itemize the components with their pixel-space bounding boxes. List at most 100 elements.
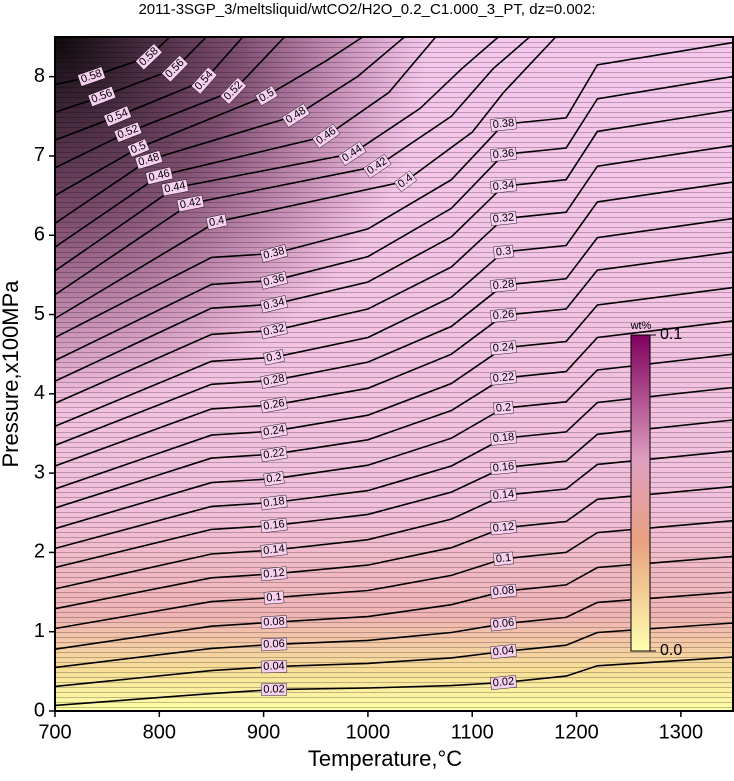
- label-box: [161, 179, 189, 197]
- label-box: [260, 321, 288, 340]
- contour-label: 0.28: [260, 371, 288, 389]
- contour-label-text: 0.12: [492, 521, 515, 535]
- label-box: [490, 116, 517, 132]
- contour-label-text: 0.34: [492, 179, 515, 193]
- contour-line: [55, 656, 733, 707]
- label-box: [176, 194, 205, 213]
- contour-label-text: 0.46: [147, 167, 171, 184]
- label-box: [493, 400, 514, 416]
- x-tick-label: 1300: [659, 721, 704, 743]
- fine-contours: [55, 37, 733, 711]
- contour-line: [55, 353, 733, 530]
- contour-line: [55, 37, 286, 169]
- contour-line: [55, 41, 733, 339]
- contour-label: 0.38: [490, 116, 517, 132]
- contour-label-text: 0.34: [262, 296, 286, 313]
- label-box: [490, 211, 517, 227]
- contour-label: 0.1: [493, 551, 514, 566]
- contour-label-text: 0.48: [137, 151, 161, 169]
- label-box: [490, 430, 517, 446]
- label-box: [260, 683, 288, 697]
- label-box: [260, 566, 288, 582]
- label-box: [260, 295, 288, 314]
- contour-label-text: 0.16: [492, 460, 515, 474]
- label-box: [338, 141, 367, 166]
- label-box: [490, 583, 517, 599]
- contour-line: [55, 286, 733, 490]
- contour-label: 0.38: [259, 244, 289, 263]
- contour-label-text: 0.32: [492, 211, 515, 225]
- x-tick-label: 1100: [451, 721, 494, 743]
- label-box: [260, 637, 288, 652]
- contour-line: [55, 622, 733, 688]
- contour-label-text: 0.5: [129, 139, 148, 156]
- contour-label: 0.42: [176, 194, 205, 213]
- contour-label-text: 0.26: [262, 397, 285, 413]
- contour-label: 0.06: [260, 637, 288, 652]
- label-box: [161, 55, 189, 83]
- contour-label-text: 0.24: [492, 341, 515, 355]
- label-box: [263, 590, 285, 605]
- contour-label-text: 0.24: [262, 423, 285, 438]
- contour-label: 0.22: [490, 370, 517, 386]
- label-box: [259, 271, 289, 290]
- contour-line: [55, 37, 499, 272]
- contour-label-text: 0.4: [208, 214, 225, 229]
- label-box: [490, 146, 517, 162]
- contour-label: 0.02: [490, 675, 517, 690]
- contour-label: 0.04: [490, 644, 517, 659]
- contour-label: 0.18: [490, 430, 517, 446]
- label-box: [260, 542, 288, 558]
- contour-line: [55, 37, 557, 320]
- contour-label-text: 0.36: [492, 147, 515, 161]
- contour-label: 0.26: [260, 396, 288, 414]
- contour-label: 0.12: [260, 566, 288, 582]
- contour-label-text: 0.3: [495, 245, 511, 258]
- label-box: [490, 487, 517, 503]
- label-box: [490, 616, 517, 632]
- contour-label: 0.1: [263, 590, 285, 605]
- label-box: [263, 349, 285, 366]
- chart-title: 2011-3SGP_3/meltsliquid/wtCO2/H2O_0.2_C1…: [138, 1, 595, 18]
- y-tick-label: 0: [34, 699, 45, 721]
- plot-area: 0.020.020.040.040.060.060.080.080.10.10.…: [55, 37, 733, 711]
- label-box: [113, 121, 143, 143]
- contour-label: 0.34: [260, 295, 288, 314]
- label-box: [260, 494, 288, 511]
- y-tick-label: 6: [34, 224, 45, 246]
- y-tick-label: 7: [34, 144, 45, 166]
- contour-line: [55, 37, 171, 86]
- contour-label: 0.16: [260, 517, 288, 534]
- contour-line: [55, 37, 531, 296]
- contour-label-text: 0.18: [263, 495, 286, 510]
- label-box: [260, 396, 288, 414]
- x-tick-label: 700: [38, 721, 71, 743]
- contour-line: [55, 591, 733, 669]
- contour-label-text: 0.04: [492, 644, 515, 658]
- label-box: [77, 66, 106, 87]
- contour-label-text: 0.32: [262, 322, 286, 338]
- contour-label-text: 0.04: [263, 660, 285, 673]
- contour-label-text: 0.18: [492, 431, 515, 445]
- label-box: [126, 138, 150, 158]
- contour-label: 0.48: [134, 150, 164, 170]
- contour-label-text: 0.08: [263, 615, 285, 628]
- contour-line: [55, 109, 733, 382]
- contour-label: 0.08: [490, 583, 517, 599]
- x-tick-label: 1000: [346, 721, 391, 743]
- contour-label-text: 0.3: [265, 350, 282, 365]
- contour-label: 0.46: [145, 166, 174, 185]
- contour-label: 0.32: [490, 211, 517, 227]
- contour-label-text: 0.06: [492, 617, 515, 631]
- y-tick-label: 5: [34, 303, 45, 325]
- contour-label-text: 0.02: [492, 675, 515, 689]
- label-box: [490, 277, 517, 293]
- contour-label-text: 0.42: [179, 195, 202, 211]
- contour-label-text: 0.1: [266, 591, 282, 604]
- label-box: [393, 170, 418, 193]
- contour-label: 0.18: [260, 494, 288, 511]
- label-box: [103, 105, 132, 127]
- x-axis-label: Temperature,°C: [308, 746, 462, 771]
- contour-label-text: 0.12: [263, 567, 285, 581]
- x-tick-label: 800: [143, 721, 176, 743]
